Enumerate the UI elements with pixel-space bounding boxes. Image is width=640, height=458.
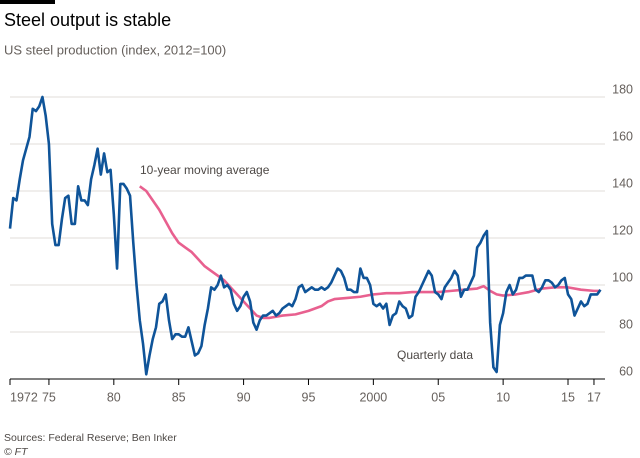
y-tick-label: 60 (619, 364, 633, 378)
x-tick-label: 90 (237, 390, 251, 404)
x-tick-label: 95 (302, 390, 316, 404)
series-line (8, 95, 602, 376)
y-tick-label: 120 (612, 223, 633, 237)
credit: © FT (4, 446, 29, 458)
y-tick-label: 80 (619, 317, 633, 331)
x-tick-label: 1972 (10, 390, 38, 404)
grid: 60 80 100 120 140 160 180 1972 75 80 85 90 95 2000 05 1… (9, 82, 633, 404)
chart-title: Steel output is stable (4, 10, 171, 30)
y-tick-label: 100 (612, 270, 633, 284)
plot (8, 95, 602, 376)
brand-bar (0, 0, 55, 4)
x-tick-label: 10 (496, 390, 510, 404)
x-tick-label: 05 (431, 390, 445, 404)
annotation: Quarterly data (397, 348, 473, 362)
source: Sources: Federal Reserve; Ben Inker (4, 432, 177, 444)
chart-subtitle: US steel production (index, 2012=100) (4, 42, 226, 57)
series-line (139, 185, 601, 320)
x-tick-label: 17 (587, 390, 601, 404)
x-tick-label: 15 (561, 390, 575, 404)
y-tick-label: 160 (612, 129, 633, 143)
x-tick-label: 2000 (359, 390, 387, 404)
x-tick-label: 85 (172, 390, 186, 404)
x-tick-label: 75 (42, 390, 56, 404)
y-tick-label: 140 (612, 176, 633, 190)
x-tick-label: 80 (107, 390, 121, 404)
y-tick-label: 180 (612, 82, 633, 96)
annotation: 10-year moving average (140, 163, 270, 177)
